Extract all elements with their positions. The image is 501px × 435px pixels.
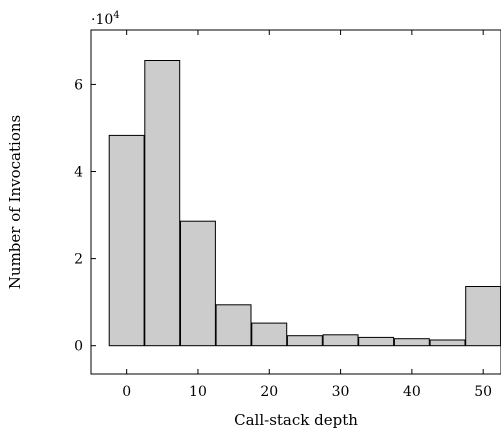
y-multiplier: ·104 [91, 10, 120, 28]
bar-45 [429, 339, 466, 347]
x-tick-label-30: 30 [332, 384, 350, 400]
bar-50 [465, 286, 501, 347]
y-tick-label-60000: 6 [74, 77, 83, 93]
plot-frame [90, 29, 501, 375]
y-tick-label-0: 0 [74, 339, 83, 355]
x-tick-label-40: 40 [403, 384, 421, 400]
bar-10 [180, 220, 216, 347]
bar-35 [358, 336, 395, 347]
x-tick-label-50: 50 [474, 384, 492, 400]
y-tick-label-20000: 2 [74, 252, 83, 268]
bar-30 [322, 334, 359, 347]
bar-0 [108, 134, 145, 347]
x-tick-label-20: 20 [260, 384, 278, 400]
bar-25 [286, 335, 323, 347]
x-tick-label-0: 0 [122, 384, 131, 400]
bar-40 [393, 338, 430, 347]
y-tick-label-40000: 4 [74, 165, 83, 181]
bar-15 [215, 304, 252, 347]
x-axis-title: Call-stack depth [234, 411, 358, 429]
bars [108, 60, 501, 347]
bar-20 [251, 322, 288, 347]
y-multiplier-exp: 4 [113, 10, 119, 21]
y-multiplier-base: ·10 [91, 12, 113, 28]
x-tick-label-10: 10 [189, 384, 207, 400]
y-ticks: 0 2 4 6 [74, 77, 96, 355]
x-ticks: 0 10 20 30 40 50 [122, 30, 492, 400]
y-axis-title: Number of Invocations [6, 115, 24, 289]
bar-5 [144, 60, 181, 347]
